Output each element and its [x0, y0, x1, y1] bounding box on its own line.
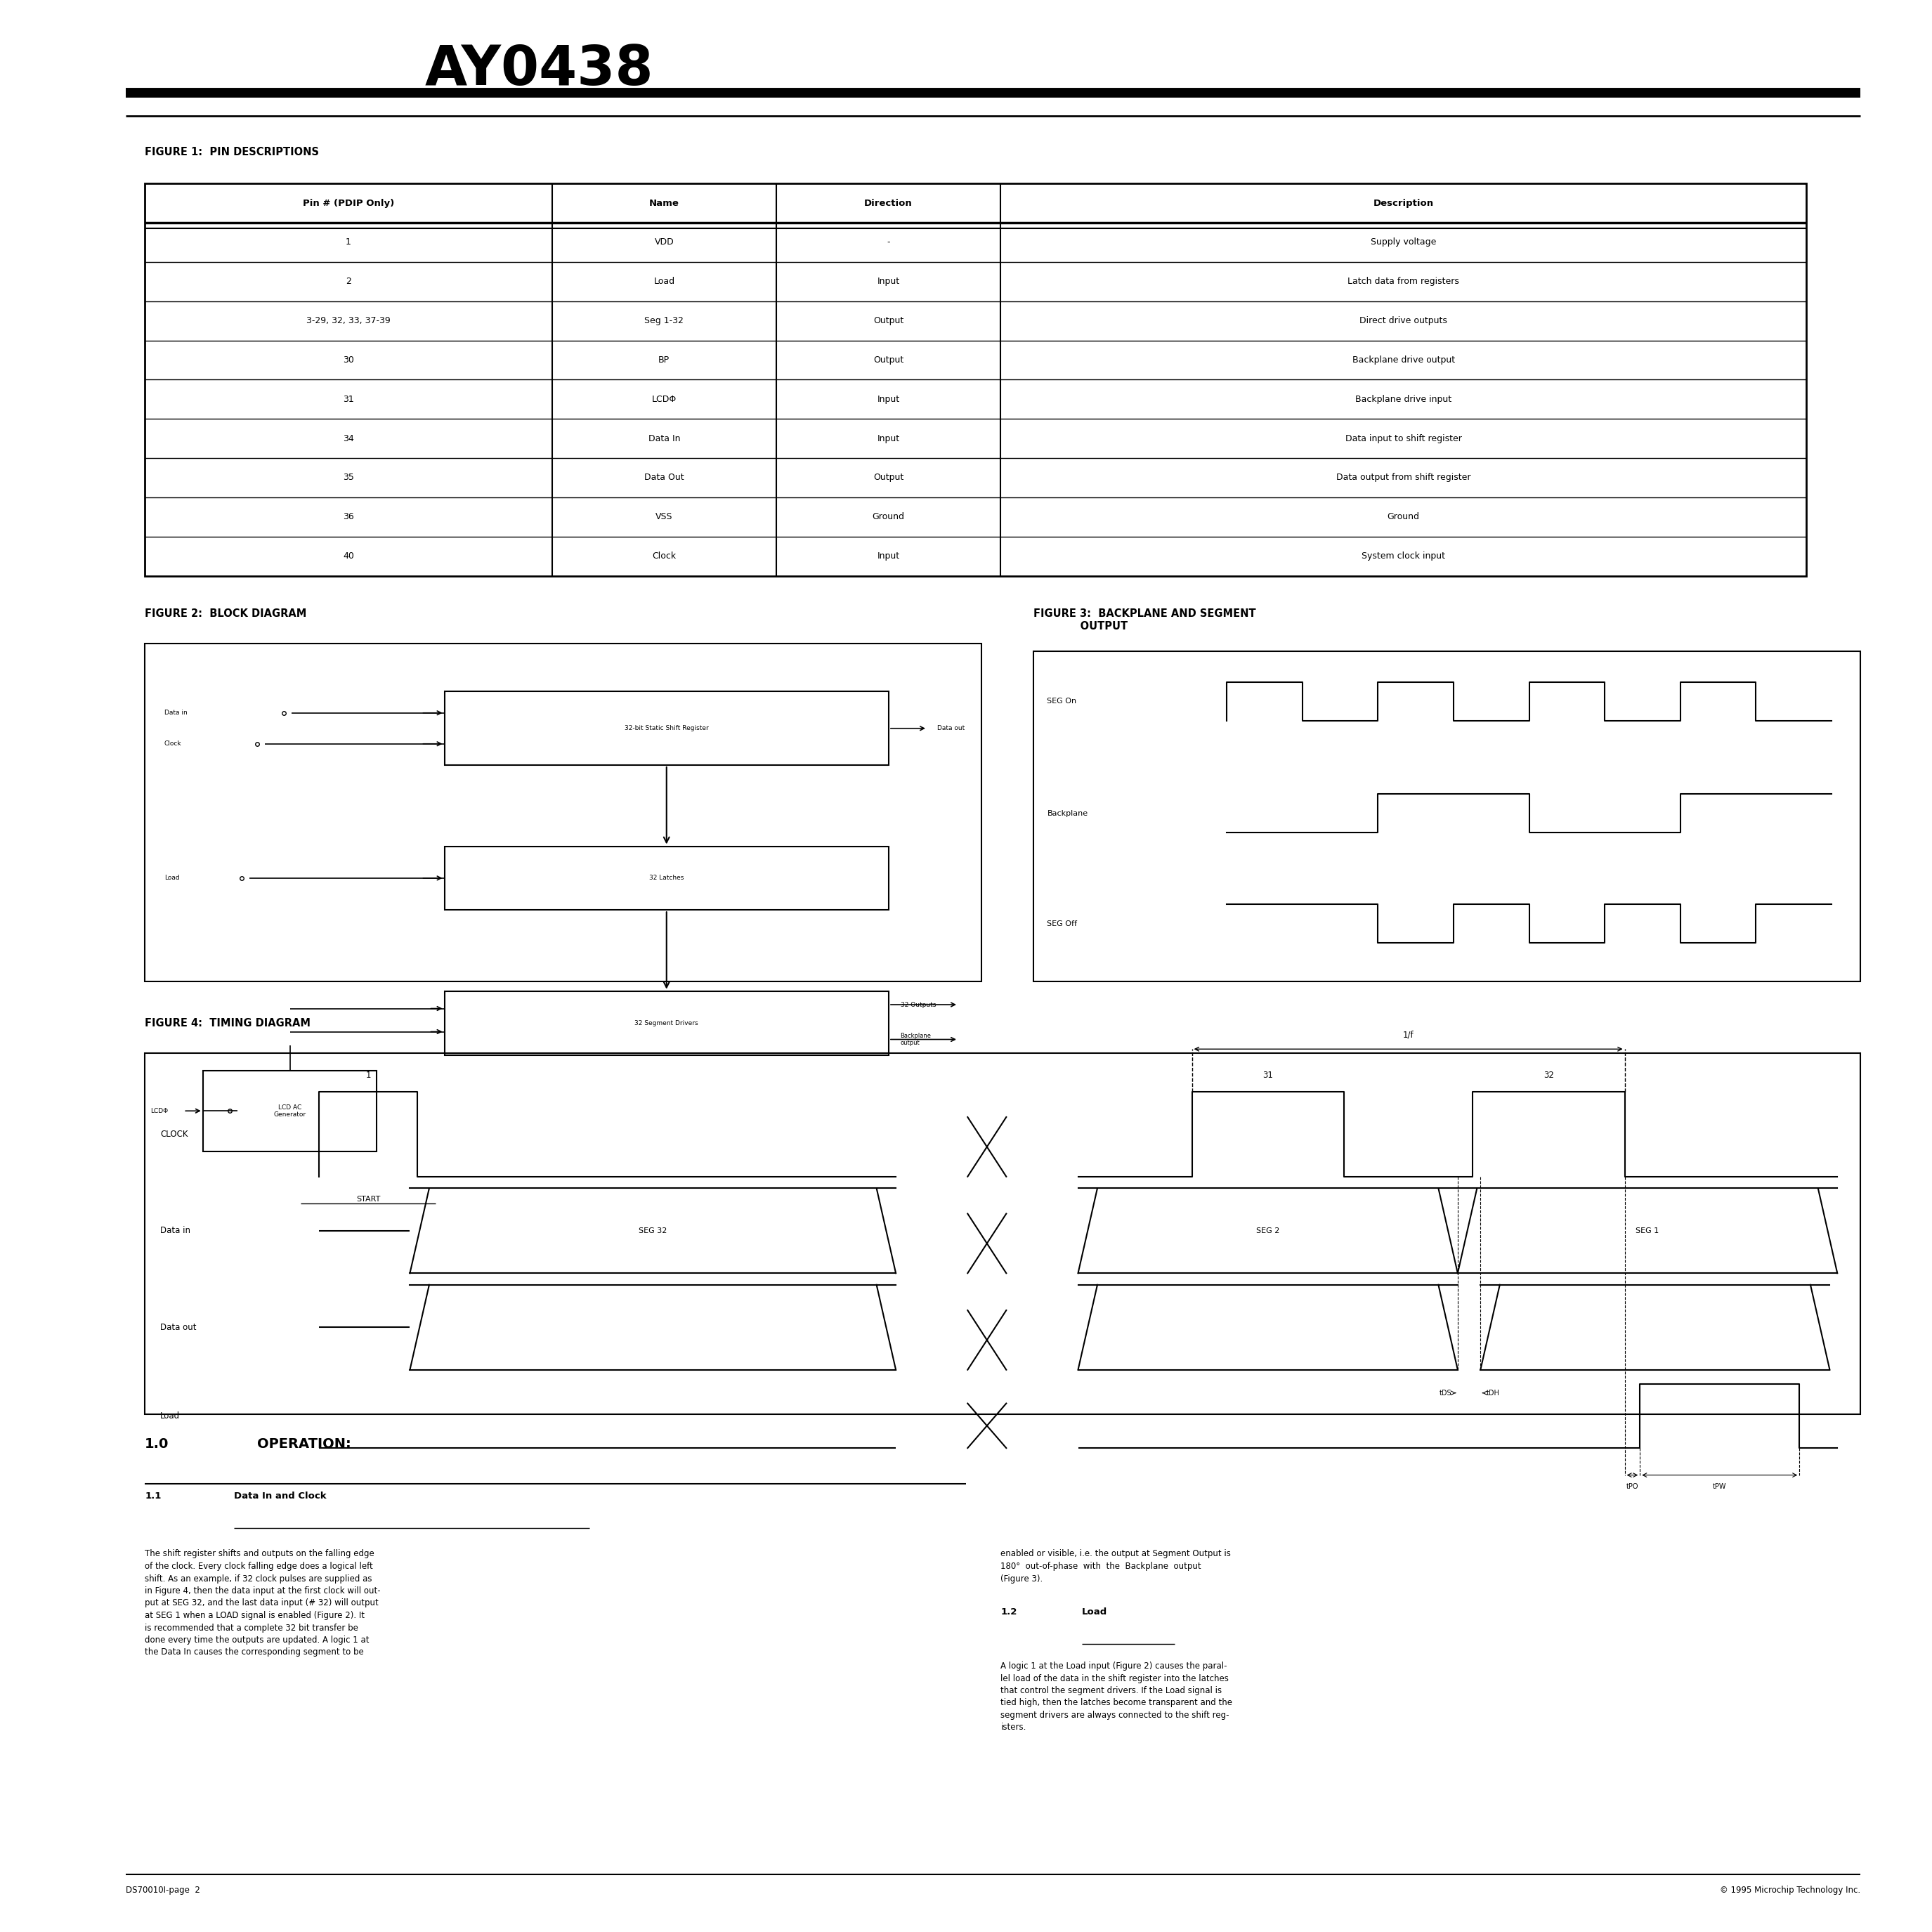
- Text: 36: 36: [342, 512, 354, 522]
- Bar: [145, 643, 981, 981]
- Bar: [444, 991, 889, 1055]
- Text: 1/f: 1/f: [1403, 1030, 1414, 1039]
- Text: Backplane
output: Backplane output: [900, 1032, 931, 1047]
- Text: Input: Input: [877, 551, 900, 560]
- Text: Data Out: Data Out: [643, 473, 684, 483]
- Text: 32-bit Static Shift Register: 32-bit Static Shift Register: [624, 724, 709, 732]
- Text: Load: Load: [164, 875, 180, 881]
- Text: LCD AC
Generator: LCD AC Generator: [274, 1103, 305, 1119]
- Text: 40: 40: [342, 551, 354, 560]
- Text: Supply voltage: Supply voltage: [1370, 238, 1435, 247]
- Text: 32 Outputs: 32 Outputs: [900, 1001, 935, 1009]
- Text: DS70010I-page  2: DS70010I-page 2: [126, 1886, 201, 1895]
- Bar: [203, 1070, 377, 1151]
- Text: LCDΦ: LCDΦ: [651, 394, 676, 404]
- Bar: [444, 846, 889, 910]
- Text: Load: Load: [160, 1412, 180, 1420]
- Text: Data input to shift register: Data input to shift register: [1345, 435, 1463, 442]
- Text: tDH: tDH: [1486, 1389, 1499, 1397]
- Bar: [1034, 651, 1861, 981]
- Text: Data out: Data out: [937, 724, 964, 732]
- Text: SEG On: SEG On: [1047, 697, 1076, 705]
- Text: 1.1: 1.1: [145, 1492, 160, 1501]
- Text: Backplane drive output: Backplane drive output: [1352, 355, 1455, 365]
- Text: Backplane drive input: Backplane drive input: [1356, 394, 1451, 404]
- Text: Data in: Data in: [160, 1227, 191, 1235]
- Text: Clock: Clock: [653, 551, 676, 560]
- Text: 31: 31: [342, 394, 354, 404]
- Text: 1: 1: [346, 238, 352, 247]
- Text: The shift register shifts and outputs on the falling edge
of the clock. Every cl: The shift register shifts and outputs on…: [145, 1549, 381, 1658]
- Text: LCDΦ: LCDΦ: [151, 1107, 168, 1115]
- Text: 1.2: 1.2: [1001, 1607, 1016, 1617]
- Text: BP: BP: [659, 355, 670, 365]
- Text: 1: 1: [365, 1070, 371, 1080]
- Text: FIGURE 3:  BACKPLANE AND SEGMENT
             OUTPUT: FIGURE 3: BACKPLANE AND SEGMENT OUTPUT: [1034, 609, 1256, 632]
- Text: tDS: tDS: [1439, 1389, 1453, 1397]
- Text: FIGURE 1:  PIN DESCRIPTIONS: FIGURE 1: PIN DESCRIPTIONS: [145, 147, 319, 156]
- Text: Pin # (PDIP Only): Pin # (PDIP Only): [303, 199, 394, 209]
- Text: 34: 34: [342, 435, 354, 442]
- Bar: [444, 692, 889, 765]
- Text: tPW: tPW: [1714, 1484, 1727, 1490]
- Text: 2: 2: [346, 276, 352, 286]
- Bar: [145, 1053, 1861, 1414]
- Text: System clock input: System clock input: [1362, 551, 1445, 560]
- Text: Output: Output: [873, 317, 904, 325]
- Text: Data In and Clock: Data In and Clock: [234, 1492, 327, 1501]
- Text: 31: 31: [1264, 1070, 1273, 1080]
- Text: Data In: Data In: [647, 435, 680, 442]
- Text: CLOCK: CLOCK: [160, 1130, 187, 1138]
- Text: Output: Output: [873, 473, 904, 483]
- Text: Seg 1-32: Seg 1-32: [645, 317, 684, 325]
- Text: Input: Input: [877, 435, 900, 442]
- Text: 1.0: 1.0: [145, 1437, 170, 1451]
- Text: -: -: [887, 238, 891, 247]
- Text: Direction: Direction: [864, 199, 912, 209]
- Text: 3-29, 32, 33, 37-39: 3-29, 32, 33, 37-39: [307, 317, 390, 325]
- Text: 32 Segment Drivers: 32 Segment Drivers: [636, 1020, 697, 1026]
- Text: 32 Latches: 32 Latches: [649, 875, 684, 881]
- Text: Clock: Clock: [164, 740, 182, 748]
- Text: START: START: [355, 1196, 381, 1204]
- Text: Description: Description: [1374, 199, 1434, 209]
- Text: 32: 32: [1544, 1070, 1553, 1080]
- Text: Name: Name: [649, 199, 680, 209]
- Text: 35: 35: [342, 473, 354, 483]
- Text: OPERATION:: OPERATION:: [257, 1437, 352, 1451]
- Text: A logic 1 at the Load input (Figure 2) causes the paral-
lel load of the data in: A logic 1 at the Load input (Figure 2) c…: [1001, 1662, 1233, 1733]
- Text: Data out: Data out: [160, 1323, 197, 1331]
- Text: Input: Input: [877, 276, 900, 286]
- Text: Load: Load: [1082, 1607, 1107, 1617]
- Text: SEG 2: SEG 2: [1256, 1227, 1279, 1235]
- Text: Ground: Ground: [1387, 512, 1420, 522]
- Text: AY0438: AY0438: [425, 43, 653, 97]
- Text: SEG Off: SEG Off: [1047, 920, 1078, 927]
- Text: tPO: tPO: [1627, 1484, 1638, 1490]
- Text: SEG 1: SEG 1: [1636, 1227, 1660, 1235]
- Text: Data output from shift register: Data output from shift register: [1337, 473, 1470, 483]
- Text: Output: Output: [873, 355, 904, 365]
- Text: Input: Input: [877, 394, 900, 404]
- Text: © 1995 Microchip Technology Inc.: © 1995 Microchip Technology Inc.: [1719, 1886, 1861, 1895]
- Text: Backplane: Backplane: [1047, 810, 1088, 817]
- Bar: [145, 184, 1806, 576]
- Text: FIGURE 2:  BLOCK DIAGRAM: FIGURE 2: BLOCK DIAGRAM: [145, 609, 307, 618]
- Text: Direct drive outputs: Direct drive outputs: [1360, 317, 1447, 325]
- Text: enabled or visible, i.e. the output at Segment Output is
180°  out-of-phase  wit: enabled or visible, i.e. the output at S…: [1001, 1549, 1231, 1582]
- Text: Load: Load: [653, 276, 674, 286]
- Text: 30: 30: [342, 355, 354, 365]
- Text: VDD: VDD: [655, 238, 674, 247]
- Text: Ground: Ground: [871, 512, 904, 522]
- Text: VSS: VSS: [655, 512, 672, 522]
- Text: SEG 32: SEG 32: [639, 1227, 667, 1235]
- Text: Latch data from registers: Latch data from registers: [1349, 276, 1459, 286]
- Text: Data in: Data in: [164, 709, 187, 717]
- Text: FIGURE 4:  TIMING DIAGRAM: FIGURE 4: TIMING DIAGRAM: [145, 1018, 311, 1028]
